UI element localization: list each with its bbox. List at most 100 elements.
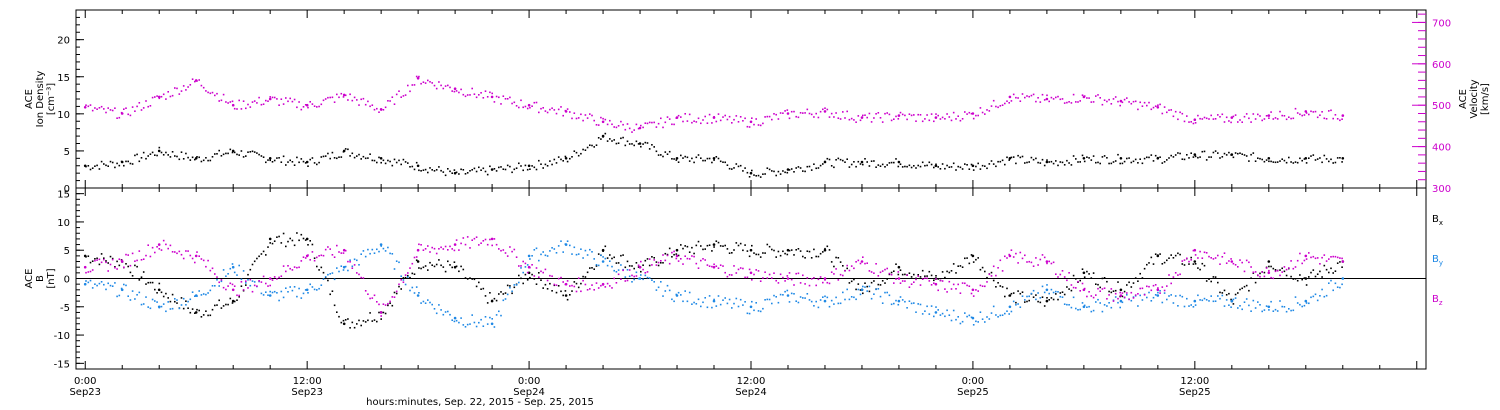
bottom-data-point — [992, 305, 995, 308]
top-data-point — [1174, 154, 1177, 156]
bottom-data-point — [214, 273, 216, 275]
bottom-data-point — [278, 235, 280, 238]
bottom-data-point — [482, 240, 485, 242]
bottom-data-point — [318, 269, 320, 271]
top-data-point — [1234, 114, 1237, 116]
bottom-data-point — [367, 248, 369, 251]
bottom-data-point — [1221, 256, 1224, 258]
bottom-data-point — [134, 260, 136, 262]
bottom-data-point — [209, 314, 212, 317]
top-data-point — [324, 155, 327, 157]
bottom-data-point — [626, 279, 629, 282]
bottom-data-point — [566, 280, 569, 282]
top-data-point — [1274, 161, 1277, 164]
bottom-data-point — [469, 277, 471, 279]
bottom-data-point — [1272, 310, 1275, 312]
bottom-data-mark — [897, 277, 901, 280]
bottom-data-point — [438, 304, 440, 306]
top-data-point — [557, 108, 560, 111]
top-data-point — [422, 81, 425, 83]
bottom-data-point — [873, 280, 875, 282]
bottom-data-point — [546, 288, 549, 290]
top-data-point — [846, 110, 848, 113]
bottom-data-point — [526, 271, 529, 274]
top-data-mark — [1045, 160, 1049, 164]
bottom-data-point — [435, 312, 438, 315]
bottom-data-point — [704, 297, 706, 299]
bottom-data-point — [435, 252, 438, 255]
bottom-data-point — [356, 323, 358, 325]
top-data-point — [167, 154, 169, 156]
bottom-data-point — [864, 286, 866, 288]
top-data-point — [862, 114, 864, 117]
bottom-data-point — [762, 307, 764, 310]
top-data-point — [764, 116, 766, 118]
bottom-data-point — [1245, 298, 1248, 300]
top-data-point — [369, 105, 371, 108]
bottom-data-point — [513, 286, 516, 289]
bottom-data-point — [990, 271, 993, 274]
bottom-data-point — [999, 259, 1002, 262]
top-data-point — [877, 112, 880, 114]
top-data-point — [533, 166, 536, 169]
bottom-data-point — [1126, 292, 1128, 294]
bottom-data-point — [1041, 296, 1044, 298]
bottom-data-point — [733, 302, 735, 305]
bottom-data-point — [569, 294, 571, 296]
top-data-point — [1035, 100, 1037, 103]
bottom-data-point — [418, 267, 420, 269]
top-data-point — [229, 148, 232, 151]
bottom-data-point — [1043, 305, 1046, 307]
bottom-data-point — [1323, 264, 1326, 267]
bottom-data-point — [1250, 310, 1252, 312]
bottom-data-point — [1201, 262, 1204, 265]
bottom-data-point — [966, 257, 968, 259]
bottom-data-point — [682, 247, 684, 250]
top-data-point — [506, 164, 509, 167]
bottom-data-point — [240, 278, 243, 281]
top-data-point — [1199, 117, 1201, 120]
bottom-data-point — [1154, 294, 1157, 296]
top-data-point — [356, 155, 358, 157]
bottom-data-point — [331, 272, 334, 274]
bottom-data-point — [1199, 268, 1201, 271]
top-data-point — [462, 93, 465, 96]
top-data-point — [1274, 117, 1277, 119]
top-data-point — [1166, 111, 1168, 114]
bottom-data-point — [1239, 288, 1241, 291]
bottom-data-point — [509, 286, 511, 289]
top-data-point — [901, 166, 904, 168]
x-tick-label-time: 12:00 — [1180, 376, 1209, 387]
bottom-data-point — [180, 297, 183, 299]
top-data-point — [273, 96, 276, 99]
top-data-point — [1268, 117, 1270, 119]
bottom-data-point — [1057, 298, 1059, 301]
bottom-data-point — [491, 318, 493, 320]
bottom-data-point — [489, 316, 491, 319]
bottom-data-point — [227, 285, 229, 287]
top-data-point — [407, 162, 409, 164]
bottom-data-point — [1310, 256, 1312, 259]
bottom-data-point — [1181, 260, 1184, 262]
bottom-data-point — [1114, 289, 1117, 292]
bottom-data-point — [1001, 286, 1004, 288]
top-data-point — [804, 112, 806, 114]
top-data-point — [136, 153, 138, 156]
top-data-point — [906, 118, 908, 121]
bottom-data-point — [722, 265, 724, 267]
top-data-point — [1310, 155, 1312, 157]
bottom-data-point — [589, 288, 591, 290]
top-data-point — [351, 152, 354, 155]
top-data-point — [640, 145, 642, 148]
top-data-point — [688, 160, 691, 162]
bottom-data-point — [391, 253, 394, 255]
top-data-point — [815, 167, 817, 170]
bottom-data-point — [617, 273, 620, 276]
top-data-point — [642, 143, 644, 145]
bottom-data-point — [668, 262, 671, 265]
top-data-point — [1186, 115, 1188, 117]
top-data-point — [478, 166, 480, 169]
bottom-data-point — [384, 250, 387, 252]
bottom-data-point — [731, 252, 733, 254]
top-data-point — [1095, 95, 1097, 97]
